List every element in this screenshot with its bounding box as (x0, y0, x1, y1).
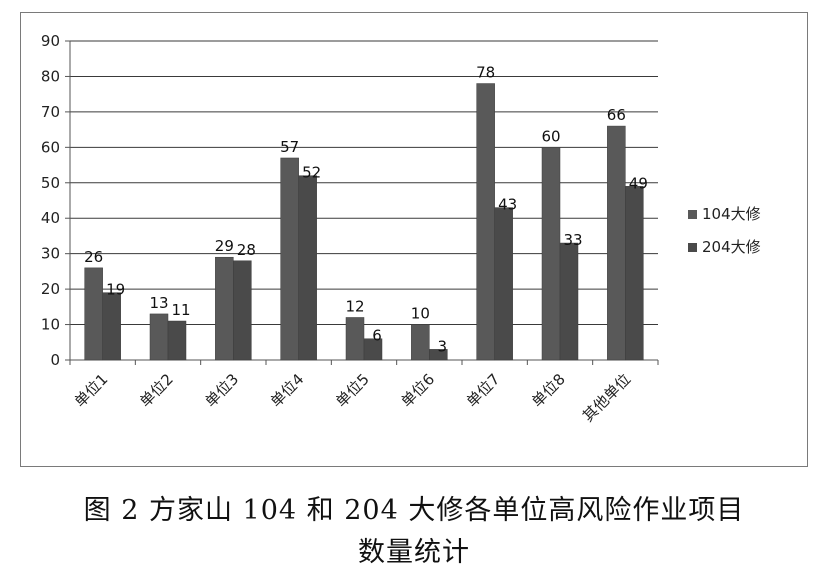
legend-label: 204大修 (702, 238, 761, 256)
y-tick-label: 40 (41, 209, 60, 227)
y-tick-label: 70 (41, 103, 60, 121)
y-tick-label: 80 (41, 67, 60, 85)
y-tick-label: 10 (41, 316, 60, 334)
data-label: 12 (345, 297, 364, 315)
data-label: 49 (629, 174, 648, 192)
bar-s2 (167, 320, 187, 361)
y-tick-label: 60 (41, 138, 60, 156)
bar-s1 (476, 83, 495, 361)
bar-s1 (84, 267, 103, 361)
bar-s1 (149, 313, 169, 361)
data-label: 28 (237, 241, 256, 259)
data-label: 10 (411, 305, 430, 323)
legend-swatch (688, 243, 697, 252)
bar-s2 (102, 292, 121, 361)
y-tick-label: 30 (41, 245, 60, 263)
bar-s1 (345, 317, 365, 361)
figure-caption-line1: 图 2 方家山 104 和 204 大修各单位高风险作业项目 (83, 495, 745, 526)
bar-s2 (298, 175, 317, 361)
data-label: 29 (215, 237, 234, 255)
figure-caption-line2: 数量统计 (358, 537, 470, 568)
data-label: 33 (563, 231, 582, 249)
data-label: 78 (476, 64, 495, 82)
data-label: 52 (302, 164, 321, 182)
data-label: 43 (498, 196, 517, 214)
bar-s2 (559, 242, 579, 361)
data-label: 26 (84, 248, 103, 266)
data-label: 57 (280, 138, 299, 156)
chart-area: 0 10 20 30 40 50 60 70 80 90 26 19 单位1 13 11 单位2 29 28 单位3… (20, 12, 808, 467)
data-label: 11 (171, 301, 190, 319)
bar-s2 (494, 207, 513, 361)
bar-s1 (607, 125, 626, 361)
bar-s1 (411, 324, 430, 361)
x-tick-label: 其他单位 (579, 370, 634, 425)
data-label: 19 (106, 281, 125, 299)
x-tick-label: 单位3 (201, 370, 242, 411)
y-tick-label: 90 (41, 32, 60, 50)
x-tick-label: 单位1 (71, 370, 112, 411)
data-label: 3 (438, 337, 448, 355)
bar-s2 (363, 338, 383, 361)
bar-s1 (280, 157, 299, 361)
bar-s2 (429, 349, 448, 361)
legend-label: 104大修 (702, 205, 761, 223)
bar-s2 (233, 260, 252, 361)
x-tick-label: 单位6 (397, 370, 438, 411)
x-tick-label: 单位8 (528, 370, 569, 411)
data-label: 60 (541, 127, 560, 145)
legend-swatch (688, 210, 697, 219)
x-tick-label: 单位7 (463, 370, 504, 411)
bar-s2 (625, 186, 644, 361)
x-tick-label: 单位2 (136, 370, 177, 411)
data-label: 13 (149, 294, 168, 312)
y-tick-label: 20 (41, 280, 60, 298)
data-label: 66 (607, 106, 626, 124)
bar-s1 (215, 256, 234, 361)
y-tick-label: 0 (50, 351, 60, 369)
y-tick-label: 50 (41, 174, 60, 192)
x-tick-label: 单位5 (332, 370, 373, 411)
x-tick-label: 单位4 (267, 370, 308, 411)
bar-s1 (541, 147, 561, 361)
data-label: 6 (372, 327, 382, 345)
